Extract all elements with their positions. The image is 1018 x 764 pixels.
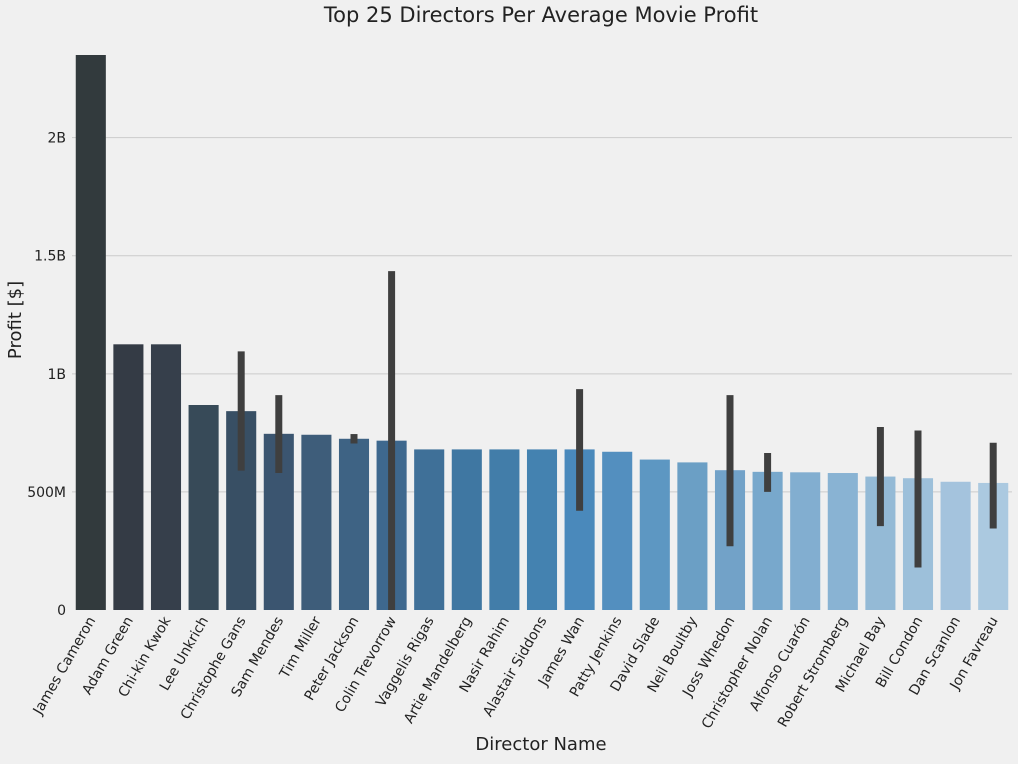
bar bbox=[526, 449, 558, 610]
bar bbox=[827, 473, 858, 610]
bar bbox=[338, 438, 370, 610]
bar bbox=[414, 449, 445, 610]
bar bbox=[150, 344, 182, 610]
y-axis-label: Profit [$] bbox=[5, 281, 26, 359]
bar bbox=[301, 434, 332, 610]
y-tick-label: 1.5B bbox=[34, 249, 66, 265]
bar bbox=[188, 405, 219, 610]
bar bbox=[602, 451, 633, 610]
x-tick-label: Artie Mandelberg bbox=[401, 614, 475, 726]
bar bbox=[75, 55, 106, 610]
bar bbox=[752, 471, 783, 610]
bar bbox=[940, 481, 971, 610]
bar bbox=[677, 462, 708, 610]
y-tick-label: 1B bbox=[47, 367, 66, 383]
x-axis-label: Director Name bbox=[475, 734, 606, 755]
bar bbox=[790, 472, 821, 610]
y-tick-label: 500M bbox=[27, 485, 66, 501]
x-tick-label: Robert Stromberg bbox=[775, 614, 851, 730]
bar bbox=[639, 459, 670, 610]
bar bbox=[113, 344, 144, 610]
chart-title: Top 25 Directors Per Average Movie Profi… bbox=[323, 3, 758, 27]
bar bbox=[489, 449, 520, 610]
bar bbox=[451, 449, 482, 610]
y-axis-ticks: 0 500M 1B 1.5B 2B bbox=[27, 131, 66, 619]
x-tick-label: Christopher Nolan bbox=[699, 614, 776, 732]
bars bbox=[75, 55, 1009, 610]
x-tick-label: James Cameron bbox=[30, 614, 99, 718]
error-bars bbox=[237, 271, 997, 610]
y-tick-label: 0 bbox=[57, 603, 66, 619]
y-tick-label: 2B bbox=[47, 131, 66, 147]
